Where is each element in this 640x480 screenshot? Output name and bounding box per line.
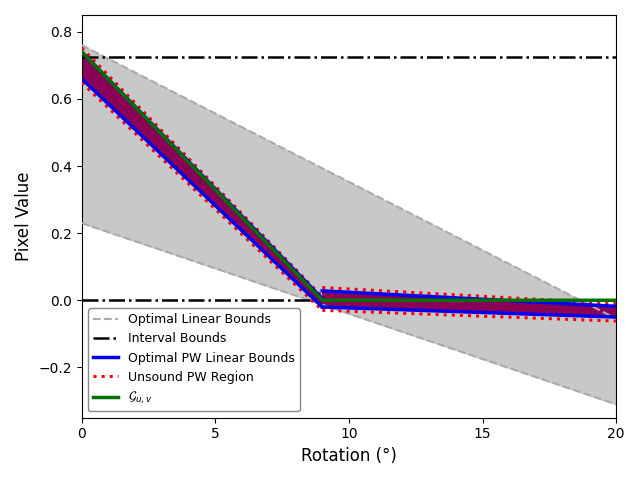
X-axis label: Rotation (°): Rotation (°) [301, 447, 397, 465]
Legend: Optimal Linear Bounds, Interval Bounds, Optimal PW Linear Bounds, Unsound PW Reg: Optimal Linear Bounds, Interval Bounds, … [88, 308, 300, 411]
Y-axis label: Pixel Value: Pixel Value [15, 172, 33, 261]
